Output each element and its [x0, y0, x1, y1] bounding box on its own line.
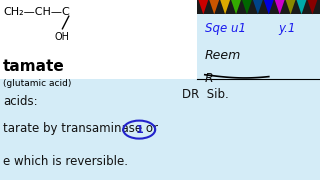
Text: (glutamic acid): (glutamic acid)	[3, 79, 72, 88]
Text: tarate by transaminase or: tarate by transaminase or	[3, 122, 158, 135]
Polygon shape	[308, 0, 317, 14]
Text: Reem: Reem	[205, 49, 241, 62]
Polygon shape	[220, 0, 230, 14]
Text: y.1: y.1	[278, 22, 296, 35]
Polygon shape	[198, 0, 208, 14]
Text: Sqe u1: Sqe u1	[205, 22, 246, 35]
Polygon shape	[209, 0, 219, 14]
Text: CH₂—CH—C: CH₂—CH—C	[3, 7, 70, 17]
Polygon shape	[297, 0, 307, 14]
Text: tamate: tamate	[3, 59, 65, 74]
Polygon shape	[253, 0, 263, 14]
Text: DR  Sib.: DR Sib.	[182, 88, 229, 101]
Bar	[197, 0, 320, 79]
Text: OH: OH	[54, 32, 69, 42]
Polygon shape	[286, 0, 295, 14]
Text: acids:: acids:	[3, 95, 38, 108]
Polygon shape	[242, 0, 252, 14]
Bar	[197, 0, 320, 14]
Polygon shape	[275, 0, 284, 14]
Polygon shape	[264, 0, 274, 14]
Text: R: R	[205, 72, 213, 85]
Text: 1: 1	[135, 125, 143, 135]
Bar	[0, 79, 320, 180]
Polygon shape	[231, 0, 241, 14]
Bar	[0, 0, 197, 79]
Text: e which is reversible.: e which is reversible.	[3, 155, 128, 168]
